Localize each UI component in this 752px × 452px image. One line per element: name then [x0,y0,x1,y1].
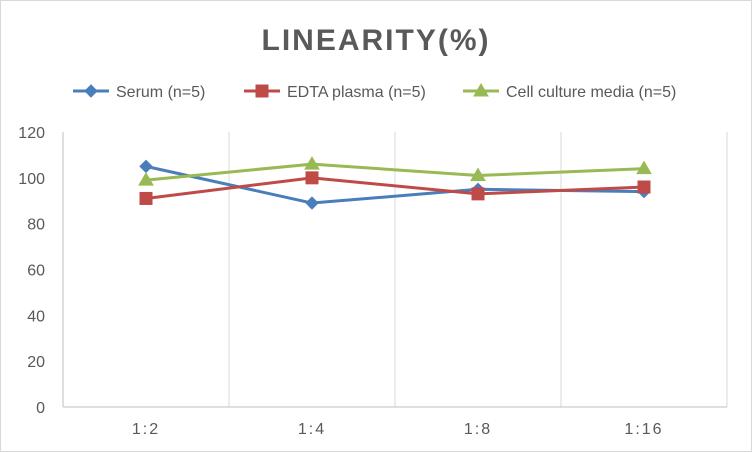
data-point [637,180,651,194]
data-point [636,160,652,175]
legend-label: Serum (n=5) [116,84,205,101]
legend-marker [255,84,269,98]
series-2 [139,171,651,205]
series-layer [138,156,652,210]
y-tick-label: 60 [27,263,45,280]
y-tick-label: 80 [27,217,45,234]
x-axis-ticks: 1:2 1:4 1:8 1:16 [132,421,663,438]
x-tick-label: 1:16 [624,421,663,438]
axes [62,132,727,408]
data-point [471,187,485,201]
legend-label: EDTA plasma (n=5) [287,84,426,101]
y-tick-label: 20 [27,354,45,371]
legend-label: Cell culture media (n=5) [506,84,676,101]
y-tick-label: 120 [18,125,45,142]
y-tick-label: 100 [18,171,45,188]
y-axis-ticks: 0 20 40 60 80 100 120 [18,125,45,417]
legend-marker [473,83,489,97]
y-tick-label: 0 [36,400,45,417]
series-3 [138,156,652,186]
legend: Serum (n=5) EDTA plasma (n=5) Cell culture… [73,83,676,101]
data-point [139,191,153,205]
x-tick-label: 1:2 [132,421,160,438]
x-tick-label: 1:4 [298,421,326,438]
data-point [305,196,319,210]
data-point [304,156,320,170]
series-line [145,162,645,182]
legend-marker [84,84,98,98]
data-point [138,172,154,186]
legend-item: Serum (n=5) [73,84,205,101]
gridlines [228,132,728,407]
legend-item: EDTA plasma (n=5) [244,84,426,101]
data-point [139,159,153,174]
legend-item: Cell culture media (n=5) [463,83,676,101]
data-point [470,167,486,182]
x-tick-label: 1:8 [464,421,492,438]
y-tick-label: 40 [27,308,45,325]
series-line [145,176,645,200]
data-point [305,171,319,185]
chart-title: LINEARITY(%) [262,24,491,57]
